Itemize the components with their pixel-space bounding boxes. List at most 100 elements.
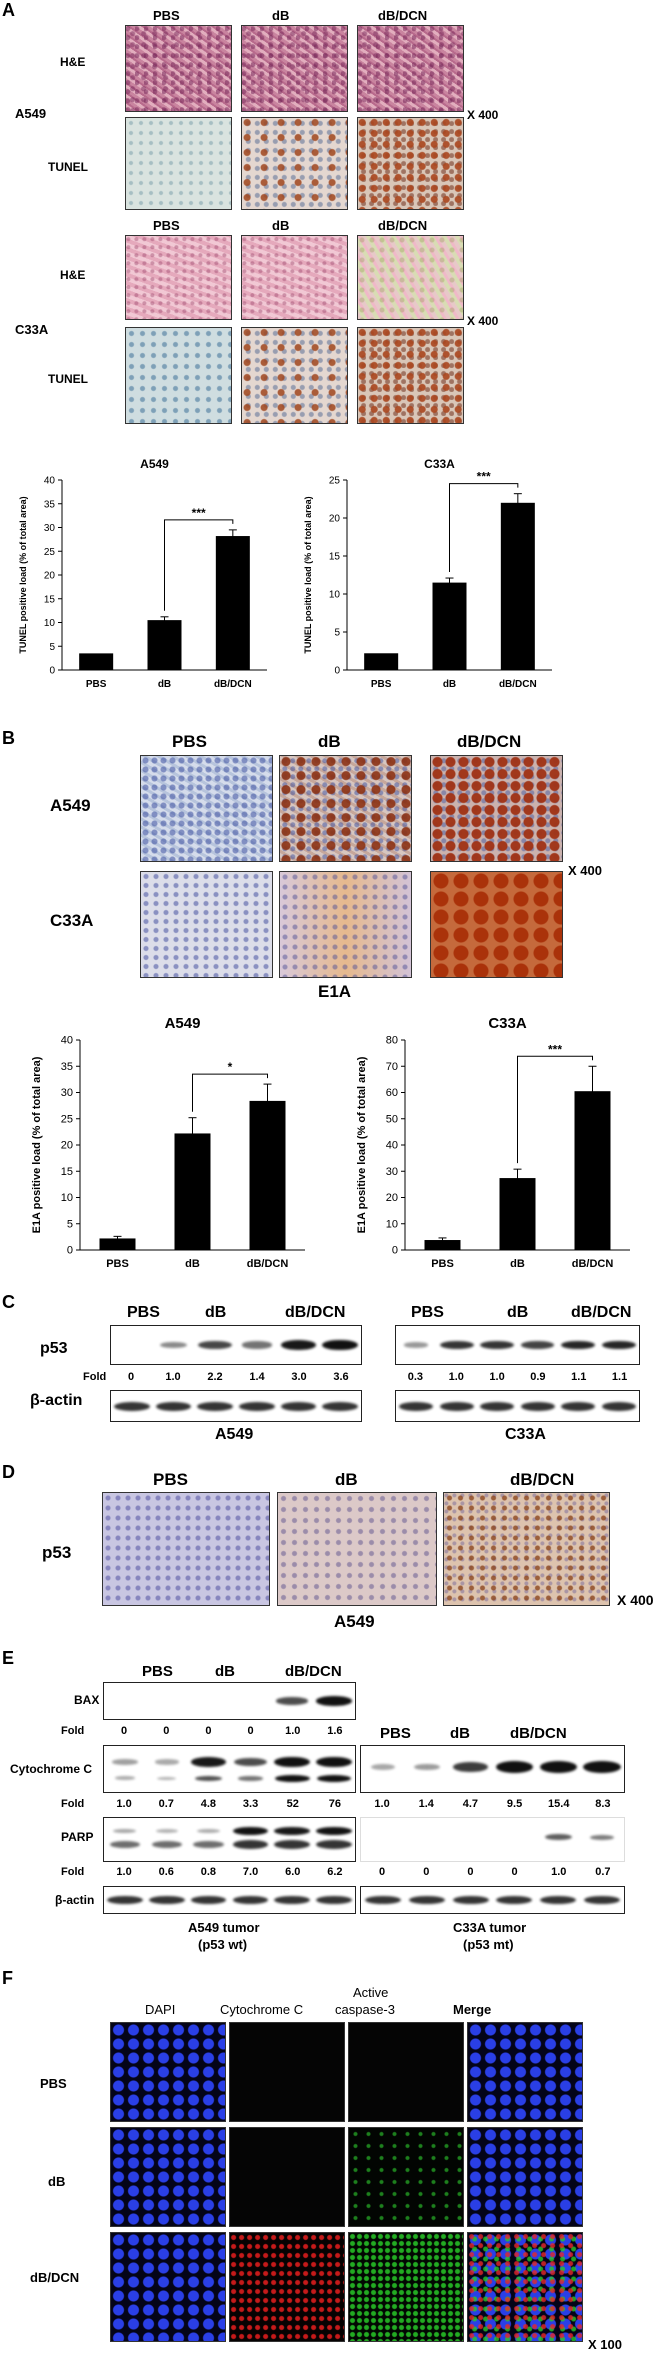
micrograph-e1a-c33a-pbs — [140, 871, 273, 978]
col-label-cytochrome-c: Cytochrome C — [220, 2002, 304, 2017]
y-tick-label: 10 — [61, 1192, 73, 1204]
blot-band — [190, 1896, 227, 1904]
micrograph-c33a-he-pbs — [125, 235, 232, 320]
blot-band — [316, 1696, 352, 1706]
panel-label-d: D — [2, 1462, 15, 1482]
y-tick-label: 20 — [386, 1192, 398, 1204]
western-blot-actin-a549 — [110, 1390, 362, 1422]
fluorescence-merge-db — [467, 2127, 583, 2227]
blot-band — [561, 1340, 596, 1350]
y-tick-label: 10 — [44, 618, 56, 629]
y-tick-label: 20 — [329, 514, 341, 525]
blot-band — [583, 1760, 621, 1773]
y-tick-label: 5 — [334, 628, 340, 639]
y-tick-label: 25 — [61, 1113, 73, 1125]
col-label-pbs: PBS — [153, 1470, 188, 1489]
micrograph-a549-tunel-db — [241, 117, 348, 210]
chart-title: C33A — [488, 1015, 527, 1032]
y-tick-label: 50 — [386, 1113, 398, 1125]
row-label-a549: A549 — [15, 106, 47, 121]
blot-band — [453, 1761, 489, 1772]
y-tick-label: 10 — [329, 590, 341, 601]
fold-value: 1.6 — [327, 1725, 343, 1737]
blot-band — [274, 1896, 311, 1904]
y-tick-label: 15 — [329, 552, 341, 563]
micrograph-e1a-a549-db — [279, 755, 412, 862]
blot-band — [193, 1841, 224, 1849]
fold-value: 1.0 — [551, 1866, 567, 1878]
blot-band — [274, 1827, 311, 1835]
protein-label-beta-actin: β-actin — [55, 1893, 95, 1907]
fold-value: 0.6 — [158, 1866, 174, 1878]
blot-band — [197, 1828, 220, 1833]
x-tick-label: dB/DCN — [214, 679, 252, 690]
protein-label-bax: BAX — [74, 1693, 100, 1707]
col-label-merge: Merge — [453, 2002, 492, 2017]
row-label-a549: A549 — [50, 796, 91, 815]
col-label-db-dcn: dB/DCN — [510, 1470, 575, 1489]
fluorescence-caspase-dbdcn — [348, 2232, 464, 2342]
y-axis-label: E1A positive load (% of total area) — [31, 1056, 43, 1233]
y-axis-label: TUNEL positive load (% of total area) — [18, 496, 28, 653]
chart-title: A549 — [140, 457, 169, 471]
blot-band — [364, 1896, 401, 1904]
micrograph-a549-he-dbdcn — [357, 25, 464, 112]
blot-col-db: dB — [215, 1663, 235, 1680]
western-blot-p53-c33a — [395, 1325, 640, 1365]
blot-band — [274, 1756, 311, 1768]
fold-value: 9.5 — [506, 1798, 523, 1810]
blot-band — [540, 1896, 577, 1904]
x-tick-label: dB/DCN — [247, 1258, 289, 1270]
row-label-tunel: TUNEL — [48, 160, 88, 174]
western-blot-actin-c33a — [360, 1886, 625, 1914]
blot-band — [452, 1896, 489, 1904]
bar-chart-c33a-e1a: C33A 0 10 20 30 40 50 60 70 80 E1A positive load (… — [356, 1015, 630, 1270]
blot-band — [439, 1401, 474, 1411]
micrograph-c33a-he-db — [241, 235, 348, 320]
blot-band — [590, 1834, 615, 1840]
y-tick-label: 5 — [49, 642, 55, 653]
micrograph-e1a-c33a-dbdcn — [430, 871, 563, 978]
fold-value: 0.8 — [200, 1866, 217, 1878]
y-tick-label: 35 — [61, 1061, 73, 1073]
cell-line-a549: A549 — [334, 1612, 375, 1631]
col-label-db: dB — [318, 732, 341, 751]
col-label-pbs: PBS — [153, 218, 180, 233]
fold-label: Fold — [61, 1725, 85, 1737]
blot-col-dbdcn: dB/DCN — [285, 1304, 346, 1321]
blot-band — [114, 1401, 150, 1411]
micrograph-a549-tunel-pbs — [125, 117, 232, 210]
blot-col-db: dB — [507, 1304, 529, 1321]
x-tick-label: PBS — [431, 1258, 454, 1270]
col-label-db-dcn: dB/DCN — [378, 218, 428, 233]
magnification-a2: X 400 — [467, 314, 499, 328]
blot-band — [198, 1340, 233, 1350]
blot-band — [316, 1774, 352, 1782]
western-blot-parp-c33a — [360, 1817, 625, 1862]
blot-band — [242, 1341, 272, 1349]
blot-col-pbs: PBS — [142, 1663, 173, 1680]
fold-value: 15.4 — [548, 1798, 570, 1810]
fold-value: 0 — [379, 1866, 386, 1878]
fold-value: 3.6 — [333, 1371, 349, 1383]
bar-pbs — [99, 1238, 136, 1250]
micrograph-p53-dbdcn — [443, 1492, 610, 1606]
fluorescence-dapi-pbs — [110, 2022, 226, 2122]
blot-band — [239, 1401, 275, 1411]
fold-value: 1.0 — [165, 1371, 181, 1383]
bar-chart-a549-e1a: A549 0 5 10 15 20 25 30 35 40 E1A positive load (%… — [31, 1015, 305, 1270]
western-blot-parp-a549 — [103, 1817, 356, 1862]
blot-band — [601, 1401, 636, 1411]
blot-band — [159, 1341, 188, 1349]
col-label-pbs: PBS — [172, 732, 207, 751]
fold-value: 2.2 — [207, 1371, 223, 1383]
fold-value: 3.3 — [242, 1798, 259, 1810]
fold-value: 1.0 — [116, 1866, 132, 1878]
blot-band — [496, 1896, 533, 1904]
magnification-a1: X 400 — [467, 108, 499, 122]
blot-band — [584, 1896, 621, 1904]
y-tick-label: 40 — [44, 476, 56, 487]
protein-label-p53: p53 — [40, 1340, 68, 1357]
tumor-genotype-a549: (p53 wt) — [198, 1937, 248, 1952]
western-blot-cytc-c33a — [360, 1745, 625, 1793]
